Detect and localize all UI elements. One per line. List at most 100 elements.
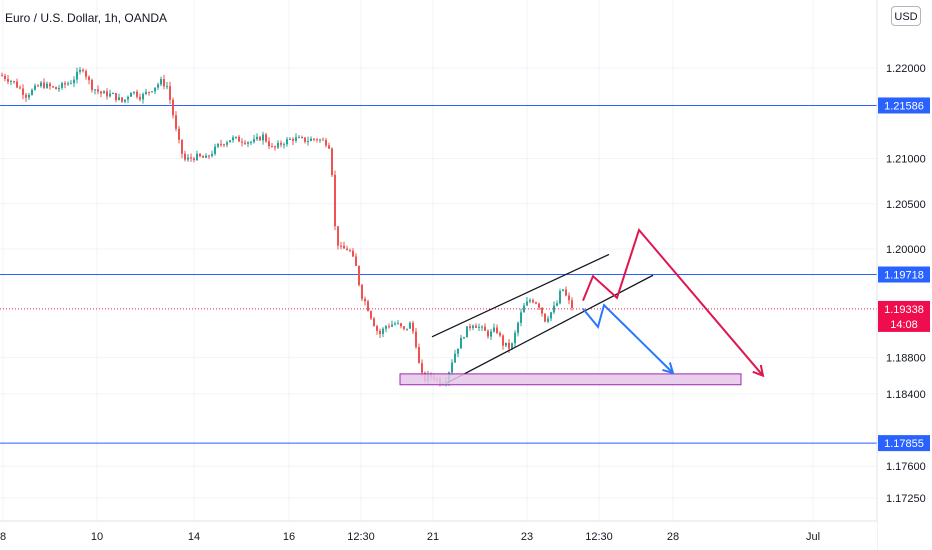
currency-button[interactable]: USD bbox=[891, 6, 921, 26]
candle bbox=[400, 322, 402, 329]
candle-body bbox=[349, 250, 351, 252]
candle-body bbox=[385, 326, 387, 329]
candle bbox=[331, 147, 333, 177]
candle-body bbox=[298, 137, 300, 139]
support-zone-rect[interactable] bbox=[399, 373, 742, 386]
candle-body bbox=[196, 153, 198, 161]
candle bbox=[22, 84, 24, 100]
candle-body bbox=[226, 142, 228, 145]
candle bbox=[262, 131, 264, 145]
countdown-label: 14:08 bbox=[890, 319, 918, 331]
candle-body bbox=[520, 312, 522, 323]
candle-body bbox=[388, 326, 390, 328]
candle bbox=[40, 80, 42, 88]
candle bbox=[289, 137, 291, 140]
candle-body bbox=[334, 174, 336, 227]
candle bbox=[91, 78, 93, 93]
candle-body bbox=[538, 303, 540, 308]
candle-body bbox=[247, 142, 249, 144]
candle bbox=[43, 78, 45, 89]
blue-projection-arrow[interactable] bbox=[582, 303, 674, 374]
candle bbox=[190, 153, 192, 162]
candle-body bbox=[313, 138, 315, 140]
candle bbox=[397, 320, 399, 325]
candle bbox=[25, 92, 27, 102]
candle bbox=[184, 150, 186, 162]
chart-title: Euro / U.S. Dollar, 1h, OANDA bbox=[5, 11, 167, 25]
price-tick-label: 1.22000 bbox=[886, 63, 926, 75]
candle bbox=[526, 296, 528, 307]
candle-body bbox=[118, 97, 120, 100]
candle bbox=[520, 308, 522, 327]
candle bbox=[130, 92, 132, 97]
candle-body bbox=[529, 300, 531, 302]
candle-body bbox=[220, 143, 222, 145]
candle bbox=[301, 135, 303, 139]
candle bbox=[67, 81, 69, 86]
candle-body bbox=[490, 331, 492, 337]
price-tick-label: 1.20000 bbox=[886, 244, 926, 256]
candle bbox=[271, 142, 273, 148]
candle-body bbox=[277, 142, 279, 148]
candle bbox=[73, 76, 75, 88]
candle-body bbox=[532, 300, 534, 303]
candle-body bbox=[55, 86, 57, 90]
candle bbox=[97, 85, 99, 95]
candle-body bbox=[187, 157, 189, 160]
candle bbox=[118, 93, 120, 101]
candle bbox=[88, 75, 90, 85]
candle bbox=[196, 150, 198, 161]
time-tick-label: 12:30 bbox=[347, 531, 375, 543]
candle bbox=[52, 85, 54, 88]
candle bbox=[259, 135, 261, 142]
candle-body bbox=[91, 80, 93, 90]
candle-body bbox=[85, 71, 87, 77]
candle bbox=[223, 143, 225, 148]
candle-body bbox=[340, 245, 342, 247]
candle-body bbox=[337, 226, 339, 246]
candle bbox=[499, 331, 501, 338]
candle-body bbox=[325, 140, 327, 146]
channel-line[interactable] bbox=[446, 274, 654, 384]
candle bbox=[349, 248, 351, 253]
candle-body bbox=[481, 326, 483, 328]
current-price-label-bg bbox=[878, 300, 930, 332]
candle-body bbox=[58, 87, 60, 90]
time-axis[interactable]: 8 10 14 16 12:30 21 23 12:30 28 Jul bbox=[0, 531, 820, 543]
candle-body bbox=[505, 342, 507, 346]
candle-body bbox=[460, 337, 462, 349]
candle-body bbox=[151, 91, 153, 93]
candle-body bbox=[301, 137, 303, 139]
candle-body bbox=[70, 83, 72, 85]
candle bbox=[124, 99, 126, 104]
candle bbox=[466, 326, 468, 338]
candle bbox=[181, 139, 183, 159]
candle-body bbox=[487, 330, 489, 337]
candle-body bbox=[391, 324, 393, 327]
candle bbox=[358, 265, 360, 287]
price-tick-label: 1.20500 bbox=[886, 199, 926, 211]
candle-body bbox=[523, 305, 525, 313]
candle-body bbox=[475, 325, 477, 328]
candle-body bbox=[40, 82, 42, 87]
candle bbox=[292, 137, 294, 146]
candle bbox=[61, 81, 63, 90]
candle bbox=[268, 137, 270, 149]
candle-body bbox=[133, 91, 135, 93]
candle bbox=[553, 301, 555, 315]
candle bbox=[571, 297, 573, 311]
candle-body bbox=[109, 93, 111, 97]
red-projection-arrow[interactable] bbox=[582, 227, 764, 377]
candle-body bbox=[484, 326, 486, 331]
candle bbox=[55, 86, 57, 90]
candle bbox=[373, 317, 375, 327]
candle-body bbox=[328, 145, 330, 149]
candle bbox=[241, 138, 243, 147]
candle-body bbox=[256, 136, 258, 140]
candle bbox=[343, 241, 345, 249]
time-tick-label: Jul bbox=[806, 531, 820, 543]
level-label: 1.19718 bbox=[884, 270, 924, 282]
price-axis[interactable]: 1.22000 1.21000 1.20500 1.20000 1.18800 1.184… bbox=[886, 63, 926, 505]
channel-line[interactable] bbox=[431, 253, 610, 338]
